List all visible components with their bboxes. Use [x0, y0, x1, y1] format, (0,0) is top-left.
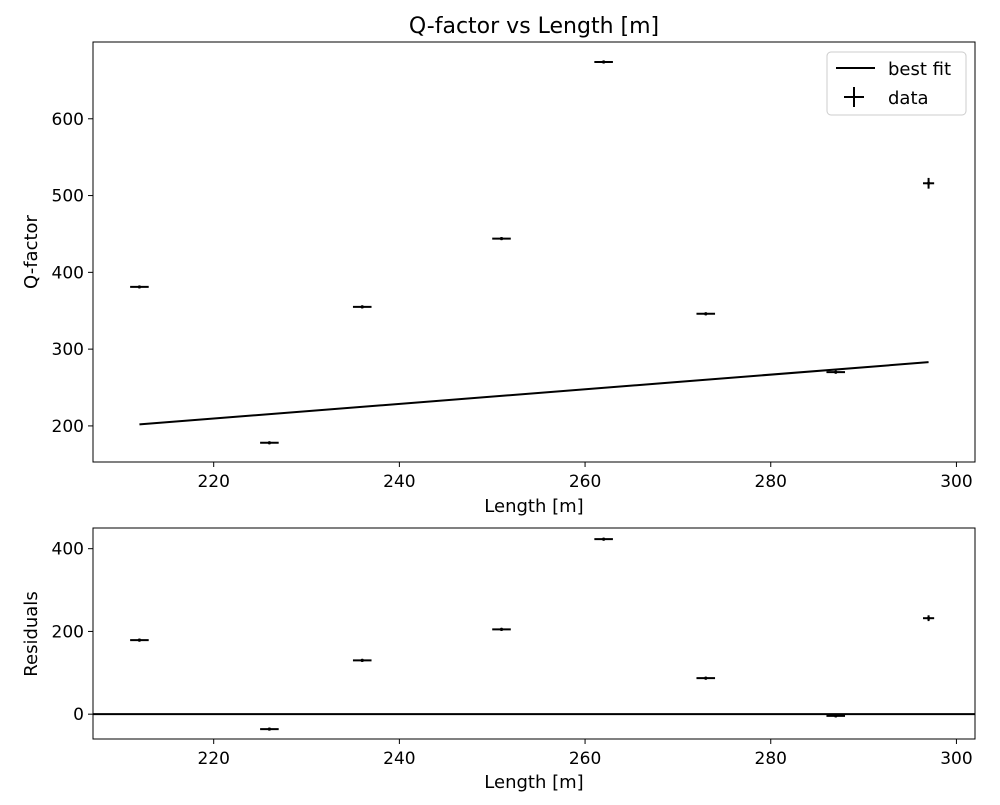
main-data-marker [602, 60, 606, 64]
residuals-data-point [352, 658, 372, 662]
main-data-point [492, 236, 511, 241]
residuals-axes-frame [92, 527, 976, 740]
main-x-tick-label: 280 [755, 472, 787, 492]
residuals-x-tick-label: 240 [383, 749, 415, 769]
main-x-tick-label: 260 [569, 472, 601, 492]
residuals-x-tick-label: 300 [940, 749, 972, 769]
residuals-data-point [130, 638, 149, 642]
chart-title: Q-factor vs Length [m] [409, 14, 659, 39]
main-data-marker [137, 285, 142, 289]
residuals-data-marker [267, 727, 271, 731]
residuals-data-point [260, 727, 279, 731]
main-data-point [594, 60, 613, 64]
main-y-axis-label: Q-factor [21, 214, 42, 288]
main-data-point [130, 285, 149, 289]
main-y-tick-label: 300 [52, 340, 84, 360]
main-x-tick-label: 300 [940, 472, 972, 492]
residuals-y-tick-label: 0 [73, 705, 84, 725]
legend-label-best-fit: best fit [888, 59, 951, 80]
main-data-marker [360, 305, 364, 309]
main-data-point [352, 305, 372, 309]
residuals-y-tick-label: 400 [52, 540, 84, 560]
main-x-axis-label: Length [m] [484, 496, 583, 517]
residuals-x-tick-label: 260 [569, 749, 601, 769]
main-data-point [260, 441, 279, 445]
residuals-plot: 220 240 260 280 300 0 200 400 [52, 527, 976, 769]
main-data-point [696, 312, 716, 316]
main-axes-frame [92, 41, 976, 463]
main-data-marker [704, 312, 708, 316]
residuals-data-point [923, 615, 935, 622]
residuals-data-point [492, 627, 511, 631]
residuals-data-marker [137, 638, 142, 642]
residuals-data-marker [926, 616, 931, 620]
residuals-y-axis-label: Residuals [21, 591, 42, 676]
main-y-tick-label: 600 [52, 110, 84, 130]
residuals-data-marker [704, 676, 708, 680]
main-plot: 220 240 260 280 300 200 300 400 500 600 [52, 41, 976, 492]
residuals-data-marker [499, 627, 504, 631]
residuals-y-tick-label: 200 [52, 622, 84, 642]
legend-label-data: data [888, 88, 929, 109]
main-best-fit-line [139, 361, 929, 426]
main-data-point [826, 370, 846, 374]
legend: best fit data [826, 51, 967, 116]
residuals-x-axis-label: Length [m] [484, 772, 583, 793]
main-x-tick-label: 240 [383, 472, 415, 492]
residuals-x-tick-label: 280 [755, 749, 787, 769]
residuals-data-marker [360, 658, 364, 662]
main-data-marker [834, 370, 838, 374]
residuals-data-marker [602, 537, 606, 541]
residuals-data-marker [834, 714, 838, 718]
main-data-marker [926, 181, 931, 185]
residuals-data-point [594, 537, 613, 541]
main-y-tick-label: 200 [52, 417, 84, 437]
residuals-x-tick-label: 220 [197, 749, 229, 769]
main-y-tick-label: 400 [52, 263, 84, 283]
residuals-data-point [696, 676, 716, 680]
main-data-marker [499, 236, 504, 241]
main-data-point [923, 177, 935, 189]
main-y-tick-label: 500 [52, 187, 84, 207]
residuals-data-point [826, 714, 846, 718]
main-x-tick-label: 220 [197, 472, 229, 492]
main-data-marker [267, 441, 271, 445]
